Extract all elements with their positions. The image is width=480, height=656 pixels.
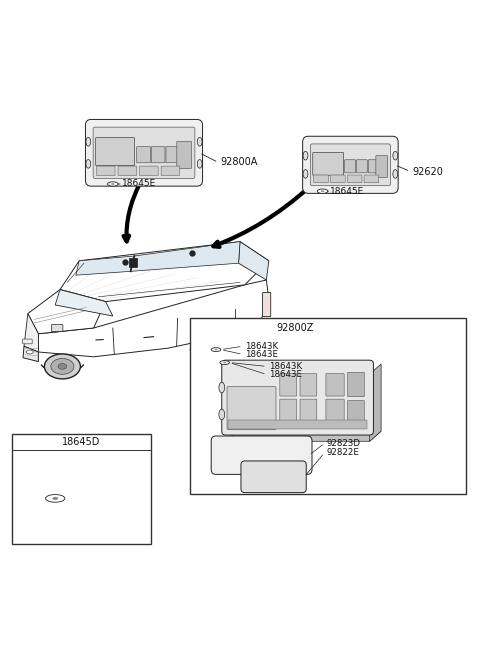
Ellipse shape [46,495,65,502]
FancyBboxPatch shape [137,147,150,163]
FancyBboxPatch shape [280,374,297,396]
Polygon shape [23,346,38,361]
FancyBboxPatch shape [348,400,364,425]
FancyBboxPatch shape [96,166,115,176]
Ellipse shape [108,182,118,186]
Text: 18645D: 18645D [62,438,101,447]
FancyBboxPatch shape [227,386,276,430]
Ellipse shape [393,170,397,178]
FancyBboxPatch shape [300,399,317,422]
Text: 18643K: 18643K [245,342,278,351]
FancyBboxPatch shape [364,175,379,183]
FancyBboxPatch shape [300,374,317,396]
Ellipse shape [321,190,324,192]
FancyBboxPatch shape [241,461,306,493]
FancyBboxPatch shape [376,155,387,177]
Ellipse shape [219,409,225,420]
FancyBboxPatch shape [302,136,398,194]
Polygon shape [76,256,134,276]
Text: 92620: 92620 [413,167,444,176]
Bar [12,434,151,544]
FancyBboxPatch shape [326,399,344,422]
Ellipse shape [223,362,226,363]
FancyBboxPatch shape [314,175,328,183]
FancyBboxPatch shape [51,325,63,331]
Ellipse shape [215,349,217,350]
FancyBboxPatch shape [330,175,345,183]
FancyBboxPatch shape [347,175,362,183]
FancyBboxPatch shape [345,160,356,173]
Text: 18645E: 18645E [122,180,156,188]
FancyBboxPatch shape [177,142,192,169]
FancyBboxPatch shape [348,372,364,397]
Text: 92822E: 92822E [326,448,359,457]
Text: 18645E: 18645E [330,187,364,195]
Ellipse shape [86,138,91,146]
FancyBboxPatch shape [151,147,165,163]
Ellipse shape [111,183,114,185]
Text: 18643E: 18643E [245,350,278,359]
Ellipse shape [45,354,81,379]
Text: 92823D: 92823D [326,439,360,447]
Ellipse shape [211,348,221,352]
FancyBboxPatch shape [118,166,137,176]
Ellipse shape [317,189,328,194]
FancyBboxPatch shape [280,399,297,422]
Polygon shape [60,241,269,302]
Ellipse shape [26,350,33,354]
FancyBboxPatch shape [313,152,344,175]
Ellipse shape [51,358,74,375]
FancyBboxPatch shape [161,166,180,176]
Ellipse shape [193,338,229,363]
Ellipse shape [197,159,202,168]
Ellipse shape [207,348,216,354]
Ellipse shape [303,170,308,178]
Polygon shape [55,289,113,316]
FancyBboxPatch shape [357,160,367,173]
Polygon shape [24,314,38,352]
FancyBboxPatch shape [166,147,180,163]
Polygon shape [240,318,263,340]
Bar [129,258,137,266]
Text: 92800A: 92800A [221,157,258,167]
FancyBboxPatch shape [96,138,135,165]
Polygon shape [370,364,381,441]
FancyBboxPatch shape [85,119,203,186]
Polygon shape [38,280,269,357]
Text: 18643K: 18643K [269,362,302,371]
FancyBboxPatch shape [310,144,390,186]
Polygon shape [131,241,240,272]
Polygon shape [226,431,381,441]
Text: 18643E: 18643E [269,370,302,379]
Bar [190,318,466,493]
Ellipse shape [58,363,67,369]
FancyBboxPatch shape [368,160,379,173]
Ellipse shape [197,138,202,146]
FancyBboxPatch shape [263,293,271,316]
FancyBboxPatch shape [23,339,32,344]
Ellipse shape [393,152,397,160]
FancyBboxPatch shape [211,436,312,474]
Ellipse shape [303,152,308,160]
FancyBboxPatch shape [222,360,373,435]
Text: 92800Z: 92800Z [276,323,313,333]
FancyBboxPatch shape [326,374,344,396]
Polygon shape [239,241,269,280]
Ellipse shape [219,382,225,393]
FancyBboxPatch shape [228,420,367,429]
Polygon shape [28,289,106,334]
FancyBboxPatch shape [93,127,195,178]
Ellipse shape [200,343,223,359]
Ellipse shape [220,361,229,365]
Ellipse shape [86,159,91,168]
FancyBboxPatch shape [140,166,158,176]
Ellipse shape [52,497,58,500]
